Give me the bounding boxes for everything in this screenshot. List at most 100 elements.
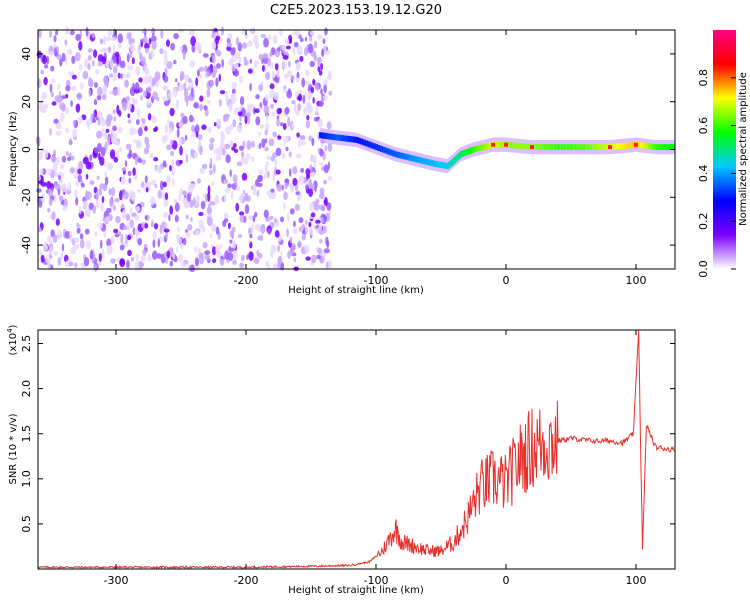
noise-cell — [71, 86, 77, 91]
noise-cell — [131, 193, 136, 202]
noise-cell — [221, 132, 225, 142]
noise-cell — [135, 253, 140, 262]
signal-cell — [583, 144, 586, 151]
noise-cell — [311, 254, 317, 264]
noise-cell — [231, 239, 237, 250]
noise-cell — [305, 256, 311, 261]
noise-cell — [283, 202, 286, 210]
noise-cell — [191, 124, 195, 133]
signal-cell — [394, 151, 398, 158]
noise-cell — [296, 61, 301, 70]
noise-cell — [98, 187, 103, 196]
snr-y-multiplier-exponent: 4 — [6, 328, 14, 333]
noise-cell — [265, 161, 270, 167]
signal-cell — [521, 143, 525, 150]
noise-cell — [304, 37, 308, 42]
noise-cell — [50, 91, 55, 98]
noise-cell — [304, 244, 310, 254]
noise-cell — [308, 221, 312, 228]
noise-cell — [219, 36, 223, 44]
noise-cell — [239, 114, 242, 122]
noise-cell — [185, 153, 189, 163]
noise-cell — [173, 198, 178, 204]
noise-cell — [305, 168, 311, 176]
noise-cell — [264, 146, 269, 152]
noise-cell — [309, 226, 313, 236]
signal-cell — [622, 142, 625, 149]
noise-cell — [99, 183, 106, 190]
noise-cell — [208, 202, 211, 213]
noise-cell — [313, 202, 320, 211]
signal-cell — [649, 143, 653, 150]
noise-cell — [289, 208, 295, 215]
noise-cell — [135, 205, 141, 213]
noise-cell — [255, 94, 260, 100]
noise-cell — [199, 145, 203, 156]
noise-cell — [55, 30, 59, 36]
noise-cell — [241, 27, 245, 36]
noise-cell — [197, 134, 203, 141]
signal-cell — [618, 143, 622, 150]
noise-cell — [288, 151, 292, 158]
noise-cell — [129, 52, 133, 59]
noise-cell — [176, 128, 180, 138]
signal-cell — [406, 154, 410, 161]
noise-cell — [254, 108, 260, 113]
noise-cell — [173, 59, 177, 65]
signal-cell — [477, 145, 481, 152]
noise-cell — [104, 132, 108, 141]
noise-cell — [143, 75, 150, 84]
signal-cell — [527, 143, 531, 150]
noise-cell — [253, 60, 258, 69]
noise-cell — [87, 48, 93, 53]
noise-cell — [140, 123, 146, 129]
noise-cell — [215, 63, 221, 69]
noise-cell — [202, 241, 208, 249]
noise-cell — [87, 122, 90, 130]
noise-cell — [72, 128, 78, 138]
noise-cell — [94, 231, 98, 237]
noise-cell — [198, 66, 205, 72]
noise-cell — [178, 193, 182, 202]
signal-cell — [367, 141, 371, 148]
noise-cell — [75, 33, 82, 42]
noise-cell — [54, 47, 57, 57]
signal-cell — [399, 152, 403, 159]
signal-cell — [428, 159, 432, 166]
noise-cell — [175, 99, 180, 110]
noise-cell — [112, 44, 116, 50]
noise-cell — [287, 116, 291, 127]
noise-cell — [317, 118, 323, 128]
noise-cell — [123, 191, 129, 200]
x-tick-label: 0 — [503, 274, 510, 287]
noise-cell — [295, 91, 299, 98]
noise-cell — [276, 183, 282, 192]
noise-cell — [40, 69, 44, 75]
noise-cell — [108, 90, 114, 95]
noise-cell — [131, 97, 135, 103]
noise-cell — [225, 187, 231, 194]
noise-cell — [61, 102, 66, 112]
noise-cell — [206, 216, 213, 227]
noise-cell — [247, 215, 254, 221]
noise-cell — [174, 214, 179, 223]
noise-cell — [54, 182, 57, 189]
noise-cell — [310, 171, 316, 177]
noise-cell — [98, 253, 102, 262]
noise-cell — [189, 29, 193, 36]
snr-y-multiplier: (x104) — [6, 324, 19, 355]
noise-cell — [152, 91, 159, 100]
noise-cell — [316, 254, 321, 260]
noise-cell — [259, 123, 264, 129]
noise-cell — [146, 99, 151, 106]
noise-cell — [164, 123, 169, 134]
signal-cell — [431, 160, 435, 167]
x-tick-label: 0 — [503, 574, 510, 587]
noise-cell — [264, 172, 267, 180]
noise-cell — [244, 204, 250, 215]
noise-cell — [166, 250, 171, 259]
noise-cell — [258, 131, 262, 136]
noise-cell — [239, 215, 245, 223]
noise-cell — [256, 189, 260, 197]
noise-cell — [184, 134, 188, 141]
